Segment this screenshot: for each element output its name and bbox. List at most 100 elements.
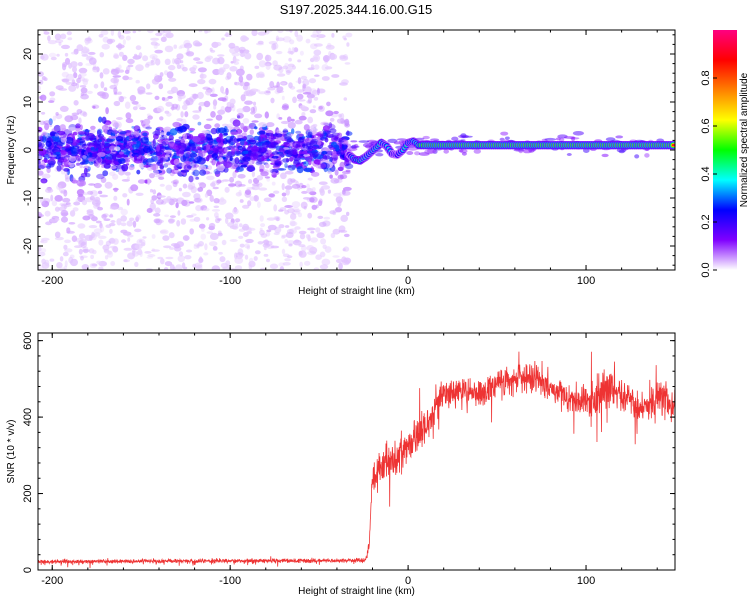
spectrogram-cell [198, 30, 203, 33]
spectrogram-cell [251, 170, 255, 178]
spectrogram-cell [87, 156, 97, 161]
spectrogram-cell [58, 206, 67, 211]
spectrogram-cell [97, 152, 106, 157]
spectrogram-cell [84, 38, 93, 44]
spectrogram-cell [324, 246, 332, 253]
spectrogram-cell [313, 64, 320, 70]
spectrogram-cell [228, 145, 232, 149]
spectrogram-cell [329, 174, 333, 179]
spectrogram-cell [212, 246, 218, 251]
spectrogram-cell [329, 128, 337, 134]
spectrogram-cell [338, 225, 346, 233]
spectrogram-cell [298, 115, 307, 121]
spectrogram-cell [266, 217, 276, 221]
spectrogram-cell [96, 260, 102, 265]
spectrogram-cell [281, 234, 288, 238]
spectrogram-cell [296, 89, 305, 93]
spectrogram-cell [169, 128, 178, 136]
spectrogram-cell [300, 75, 308, 80]
spectrogram-cell [207, 165, 212, 171]
spectrogram-cell [39, 55, 45, 60]
spectrogram-cell [159, 163, 164, 169]
spectrogram-cell [215, 114, 223, 121]
spectrogram-cell [157, 141, 167, 147]
spectrogram-cell [140, 136, 149, 144]
spectrogram-cell [333, 192, 342, 197]
spectrogram-cell [138, 90, 143, 95]
spectrogram-cell [73, 201, 81, 206]
spectrogram-cell [50, 56, 57, 61]
spectrogram-cell [168, 77, 177, 82]
spectrogram-cell [345, 32, 353, 38]
spectrogram-cell [230, 131, 239, 136]
spectrogram-cell [44, 123, 50, 131]
spectrogram-cell [95, 163, 100, 169]
spectrogram-cell [583, 148, 590, 153]
spectrogram-cell [105, 107, 109, 115]
spectrogram-cell [217, 109, 226, 115]
spectrogram-cell [159, 158, 168, 162]
spectrogram-cell [123, 247, 133, 251]
spectrogram-cell [327, 144, 334, 149]
spectrogram-cell [173, 179, 179, 185]
spectrogram-cell [154, 128, 161, 136]
spectrogram-cell [140, 119, 145, 123]
spectrogram-cell [153, 218, 161, 224]
spectrogram-cell [291, 47, 295, 54]
spectrogram-cell [375, 153, 384, 157]
spectrogram-cell [151, 78, 160, 85]
y-tick-label: 600 [22, 331, 34, 349]
spectrogram-cell [135, 64, 144, 72]
spectrogram-cell [157, 153, 162, 156]
spectrogram-cell [202, 145, 207, 150]
spectrogram-cell [38, 214, 44, 218]
spectrogram-cell [252, 101, 257, 106]
spectrogram-cell [253, 105, 257, 113]
spectrogram-cell [56, 184, 61, 190]
spectrogram-cell [340, 214, 349, 222]
spectrogram-cell [62, 251, 69, 257]
snr-x-axis-label: Height of straight line (km) [298, 586, 415, 597]
spectrogram-cell [49, 160, 55, 168]
spectrogram-cell [88, 57, 97, 65]
spectrogram-cell [304, 156, 313, 162]
spectrogram-cell [292, 96, 297, 104]
spectrogram-cell [307, 150, 312, 154]
spectrogram-cell [186, 48, 190, 56]
spectrogram-cell [44, 135, 52, 143]
spectrogram-cell [79, 161, 88, 165]
spectrogram-cell [174, 139, 181, 143]
spectrogram-cell [343, 186, 352, 191]
spectrogram-cell [97, 206, 103, 211]
spectrogram-cell [284, 62, 289, 68]
spectrogram-y-ticks: -20 -10 0 10 20 [22, 34, 675, 266]
spectrogram-cell [67, 37, 73, 41]
spectrogram-cell [162, 198, 171, 203]
spectrogram-cell [89, 161, 94, 165]
spectrogram-cell [45, 188, 54, 194]
spectrogram-cell [183, 164, 192, 171]
spectrogram-cell [135, 104, 142, 108]
spectrogram-cell [260, 171, 269, 177]
spectrogram-cell [309, 237, 319, 243]
spectrogram-cell [267, 224, 277, 231]
spectrogram-cell [183, 42, 193, 49]
spectrogram-cell [176, 220, 181, 227]
spectrogram-cell [211, 265, 220, 270]
spectrogram-cell [265, 163, 270, 169]
spectrogram-cell [335, 207, 342, 213]
spectrogram-cell [298, 230, 307, 235]
spectrogram-cell [114, 67, 120, 74]
spectrogram-cell [307, 227, 316, 231]
spectrogram-cell [159, 116, 164, 121]
colorbar: 0.0 0.2 0.4 0.6 0.8 Normalized spectral ampl… [700, 30, 750, 278]
spectrogram-cell [190, 142, 198, 148]
spectrogram-cell [124, 144, 131, 149]
spectrogram-cell [41, 135, 47, 143]
spectrogram-cell [204, 30, 208, 34]
spectrogram-cell [116, 154, 124, 158]
spectrogram-cell [88, 51, 96, 55]
spectrogram-cell [169, 215, 176, 219]
spectrogram-cell [97, 157, 102, 163]
spectrogram-cell [103, 247, 110, 254]
